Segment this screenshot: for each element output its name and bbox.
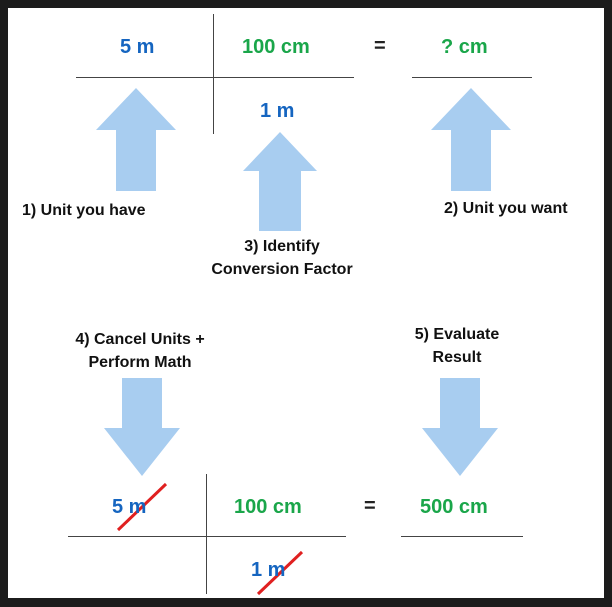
step-4-line-2: Perform Math xyxy=(88,354,192,371)
arrows-layer xyxy=(96,88,511,596)
step-2-label: 2) Unit you want xyxy=(444,200,568,217)
down-arrow-icon xyxy=(104,378,180,476)
conversion-denominator: 1 m xyxy=(260,100,295,122)
step-5-line-1: 5) Evaluate xyxy=(414,326,500,343)
cancel-strike-icon xyxy=(256,550,304,596)
fraction-divider-vertical xyxy=(213,14,214,134)
up-arrow-icon xyxy=(243,132,317,231)
fraction-divider-vertical xyxy=(206,474,207,594)
down-arrow-icon xyxy=(422,378,498,476)
answer-result: 500 cm xyxy=(420,496,488,518)
given-value: 5 m xyxy=(120,36,155,58)
step-3-line-2: Conversion Factor xyxy=(211,261,353,278)
step-5-label: 5) Evaluate Result xyxy=(401,323,513,369)
step-3-label: 3) Identify Conversion Factor xyxy=(190,235,374,281)
step-4-label: 4) Cancel Units + Perform Math xyxy=(52,328,228,374)
up-arrow-icon xyxy=(96,88,176,191)
step-3-line-1: 3) Identify xyxy=(244,238,320,255)
conversion-numerator: 100 cm xyxy=(242,36,310,58)
cancel-strike-icon xyxy=(116,482,168,532)
answer-bar xyxy=(412,77,532,78)
diagram-canvas: 5 m 100 cm = ? cm 1 m 1) Unit you have 2… xyxy=(8,8,604,598)
answer-unknown: ? cm xyxy=(441,36,488,58)
step-5-line-2: Result xyxy=(432,349,482,366)
conversion-numerator: 100 cm xyxy=(234,496,302,518)
step-1-label: 1) Unit you have xyxy=(22,202,146,219)
equals-sign: = xyxy=(364,495,376,517)
given-value-cancelled: 5 m xyxy=(112,496,147,518)
fraction-bar xyxy=(76,77,354,78)
conversion-denominator-cancelled: 1 m xyxy=(251,559,286,581)
equals-sign: = xyxy=(374,35,386,57)
answer-bar xyxy=(401,536,523,537)
fraction-bar xyxy=(68,536,346,537)
up-arrow-icon xyxy=(431,88,511,191)
step-4-line-1: 4) Cancel Units + xyxy=(75,331,205,348)
